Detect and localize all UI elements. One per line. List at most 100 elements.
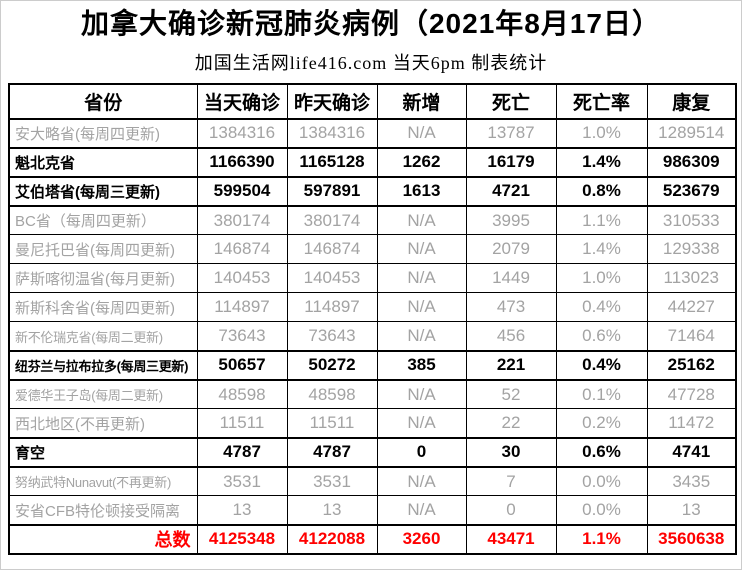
col-header-province: 省份 [8,83,198,120]
recovered-cell: 13 [646,495,737,526]
table-row: 艾伯塔省(每周三更新) 599504 597891 1613 4721 0.8% 52367… [8,175,737,207]
today-cell: 146874 [196,234,288,265]
death-rate-cell: 0.1% [555,379,648,410]
deaths-cell: 0 [465,495,557,526]
table-row: 育空 4787 4787 0 30 0.6% 4741 [8,436,737,468]
today-cell: 1384316 [196,118,288,149]
province-cell: 魁北克省 [8,146,198,178]
deaths-cell: 456 [465,321,557,352]
deaths-cell: 30 [465,436,557,468]
new-cases-cell: N/A [376,234,467,265]
col-header-new-cases: 新增 [376,83,467,120]
today-cell: 3531 [196,466,288,497]
province-cell: 总数 [8,523,198,555]
covid-cases-table: 省份 当天确诊 昨天确诊 新增 死亡 死亡率 康复 安大略省(每周四更新) 138… [8,82,737,555]
new-cases-cell: N/A [376,495,467,526]
yesterday-cell: 146874 [286,234,378,265]
recovered-cell: 3560638 [646,523,737,555]
death-rate-cell: 1.0% [555,263,648,294]
province-cell: 艾伯塔省(每周三更新) [8,175,198,207]
province-cell: 萨斯喀彻温省(每月更新) [8,263,198,294]
new-cases-cell: N/A [376,205,467,236]
table-row: 西北地区(不再更新) 11511 11511 N/A 22 0.2% 11472 [8,408,737,439]
yesterday-cell: 380174 [286,205,378,236]
yesterday-cell: 50272 [286,349,378,381]
recovered-cell: 113023 [646,263,737,294]
province-cell: 安省CFB特伦顿接受隔离 [8,495,198,526]
death-rate-cell: 0.6% [555,436,648,468]
today-cell: 11511 [196,408,288,439]
table-row: BC省（每周四更新） 380174 380174 N/A 3995 1.1% 310533 [8,205,737,236]
today-cell: 48598 [196,379,288,410]
today-cell: 73643 [196,321,288,352]
recovered-cell: 47728 [646,379,737,410]
province-cell: 安大略省(每周四更新) [8,118,198,149]
new-cases-cell: 1613 [376,175,467,207]
new-cases-cell: N/A [376,263,467,294]
deaths-cell: 1449 [465,263,557,294]
table-row: 纽芬兰与拉布拉多(每周三更新) 50657 50272 385 221 0.4% 25162 [8,349,737,381]
province-cell: 新不伦瑞克省(每周二更新) [8,321,198,352]
recovered-cell: 3435 [646,466,737,497]
death-rate-cell: 1.1% [555,523,648,555]
today-cell: 140453 [196,263,288,294]
table-row: 萨斯喀彻温省(每月更新) 140453 140453 N/A 1449 1.0% 11302… [8,263,737,294]
deaths-cell: 473 [465,292,557,323]
col-header-deaths: 死亡 [465,83,557,120]
today-cell: 114897 [196,292,288,323]
deaths-cell: 52 [465,379,557,410]
total-row: 总数 4125348 4122088 3260 43471 1.1% 3560638 [8,523,737,555]
recovered-cell: 310533 [646,205,737,236]
recovered-cell: 44227 [646,292,737,323]
deaths-cell: 3995 [465,205,557,236]
recovered-cell: 4741 [646,436,737,468]
recovered-cell: 11472 [646,408,737,439]
death-rate-cell: 1.4% [555,146,648,178]
province-cell: 纽芬兰与拉布拉多(每周三更新) [8,349,198,381]
table-body: 安大略省(每周四更新) 1384316 1384316 N/A 13787 1.0% 128… [8,118,737,555]
today-cell: 4787 [196,436,288,468]
deaths-cell: 16179 [465,146,557,178]
death-rate-cell: 0.4% [555,349,648,381]
col-header-today-confirmed: 当天确诊 [196,83,288,120]
today-cell: 50657 [196,349,288,381]
yesterday-cell: 11511 [286,408,378,439]
yesterday-cell: 4122088 [286,523,378,555]
yesterday-cell: 1165128 [286,146,378,178]
page-title: 加拿大确诊新冠肺炎病例（2021年8月17日） [80,8,661,39]
new-cases-cell: N/A [376,292,467,323]
today-cell: 1166390 [196,146,288,178]
col-header-yesterday-confirmed: 昨天确诊 [286,83,378,120]
death-rate-cell: 0.2% [555,408,648,439]
recovered-cell: 523679 [646,175,737,207]
deaths-cell: 13787 [465,118,557,149]
deaths-cell: 2079 [465,234,557,265]
yesterday-cell: 3531 [286,466,378,497]
province-cell: 育空 [8,436,198,468]
recovered-cell: 25162 [646,349,737,381]
yesterday-cell: 13 [286,495,378,526]
new-cases-cell: N/A [376,321,467,352]
today-cell: 13 [196,495,288,526]
today-cell: 4125348 [196,523,288,555]
new-cases-cell: N/A [376,466,467,497]
death-rate-cell: 0.0% [555,466,648,497]
province-cell: 曼尼托巴省(每周四更新) [8,234,198,265]
new-cases-cell: 1262 [376,146,467,178]
new-cases-cell: N/A [376,118,467,149]
province-cell: 努纳武特Nunavut(不再更新) [8,466,198,497]
deaths-cell: 221 [465,349,557,381]
new-cases-cell: N/A [376,408,467,439]
province-cell: 爱德华王子岛(每周二更新) [8,379,198,410]
new-cases-cell: 0 [376,436,467,468]
page-subtitle: 加国生活网life416.com 当天6pm 制表统计 [194,52,548,73]
today-cell: 380174 [196,205,288,236]
recovered-cell: 986309 [646,146,737,178]
yesterday-cell: 73643 [286,321,378,352]
table-row: 新斯科舍省(每周四更新) 114897 114897 N/A 473 0.4% 44227 [8,292,737,323]
recovered-cell: 129338 [646,234,737,265]
death-rate-cell: 0.8% [555,175,648,207]
col-header-recovered: 康复 [646,83,737,120]
table-row: 安大略省(每周四更新) 1384316 1384316 N/A 13787 1.0% 128… [8,118,737,149]
table-row: 努纳武特Nunavut(不再更新) 3531 3531 N/A 7 0.0% 3435 [8,466,737,497]
